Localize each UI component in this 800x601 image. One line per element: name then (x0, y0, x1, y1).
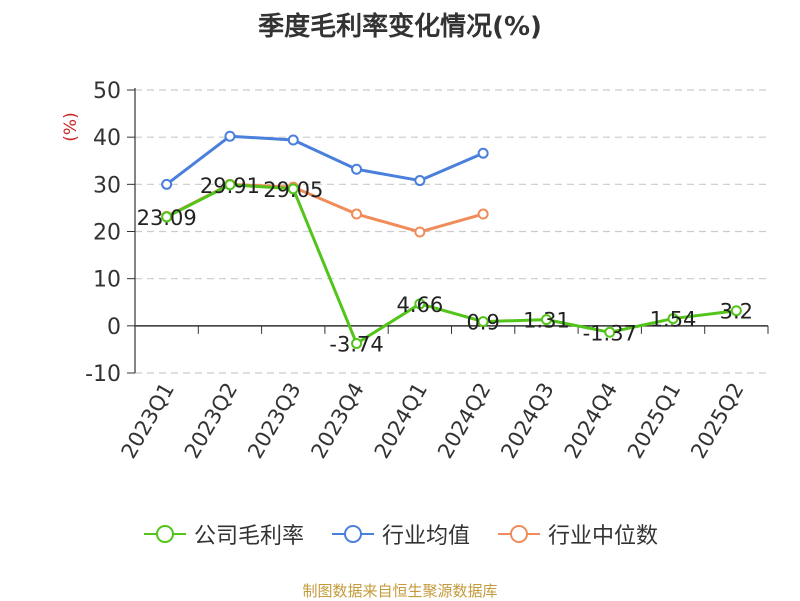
legend-item-industry-median[interactable]: 行业中位数 (496, 518, 658, 550)
series-line-0 (165, 183, 737, 345)
data-label: 29.91 (200, 174, 260, 198)
series-point-0 (604, 326, 616, 338)
series-point-1 (351, 163, 363, 175)
legend-label-industry-mean: 行业均值 (381, 524, 470, 549)
series-point-0 (540, 314, 552, 326)
legend-item-company-margin[interactable]: 公司毛利率 (142, 518, 304, 550)
data-label: 29.05 (263, 178, 323, 202)
y-tick-label: 40 (93, 126, 121, 151)
x-tick-label: 2023Q4 (306, 379, 368, 463)
series-line-1 (165, 134, 484, 186)
legend-item-industry-mean[interactable]: 行业均值 (330, 518, 470, 550)
series-point-1 (414, 175, 426, 187)
x-tick-label: 2023Q2 (180, 379, 242, 463)
data-label: 1.31 (523, 309, 570, 333)
series-point-1 (224, 130, 236, 142)
x-tick-label: 2024Q1 (370, 379, 432, 463)
source-note: 制图数据来自恒生聚源数据库 (302, 582, 498, 600)
series-point-0 (161, 211, 173, 223)
x-tick-label: 2025Q2 (686, 379, 748, 463)
y-tick-label: 20 (93, 221, 121, 246)
x-tick-label: 2025Q1 (623, 379, 685, 463)
series-point-1 (287, 134, 299, 146)
y-tick-label: 10 (93, 268, 121, 293)
x-tick-label: 2024Q4 (560, 379, 622, 463)
y-tick-label: 0 (107, 315, 121, 340)
series-point-0 (224, 179, 236, 191)
legend-label-industry-median: 行业中位数 (548, 524, 659, 549)
series-point-0 (351, 337, 363, 349)
data-label: 3.2 (720, 300, 753, 324)
series-point-0 (477, 316, 489, 328)
x-tick-label: 2024Q3 (496, 379, 558, 463)
x-tick-label: 2023Q3 (243, 379, 305, 463)
y-tick-label: -10 (85, 362, 121, 387)
legend-marker-company-margin (143, 525, 186, 543)
legend: 公司毛利率 行业均值 行业中位数 (0, 518, 800, 550)
series-point-0 (667, 313, 679, 325)
y-axis-label: (%) (61, 112, 81, 141)
series-point-2 (477, 208, 489, 220)
legend-marker-industry-median (498, 525, 540, 543)
series-point-2 (414, 226, 426, 238)
data-label: -1.37 (583, 321, 637, 345)
series-point-1 (477, 147, 489, 159)
series-point-0 (287, 183, 299, 195)
x-tick-label: 2024Q2 (433, 379, 495, 463)
data-label: 0.9 (466, 311, 499, 335)
chart-title: 季度毛利率变化情况(%) (258, 12, 542, 42)
y-tick-label: 50 (93, 79, 121, 104)
data-label: 23.09 (137, 206, 197, 230)
data-label: 1.54 (650, 308, 697, 332)
series-point-0 (730, 305, 742, 317)
data-label: 4.66 (396, 293, 443, 317)
y-tick-label: 30 (93, 173, 121, 198)
x-tick-label: 2023Q1 (117, 379, 179, 463)
series-point-2 (351, 208, 363, 220)
series-point-1 (161, 178, 173, 190)
series-point-0 (414, 298, 426, 310)
legend-marker-industry-mean (331, 525, 374, 543)
legend-label-company-margin: 公司毛利率 (193, 524, 304, 549)
data-label: -3.74 (329, 332, 383, 356)
